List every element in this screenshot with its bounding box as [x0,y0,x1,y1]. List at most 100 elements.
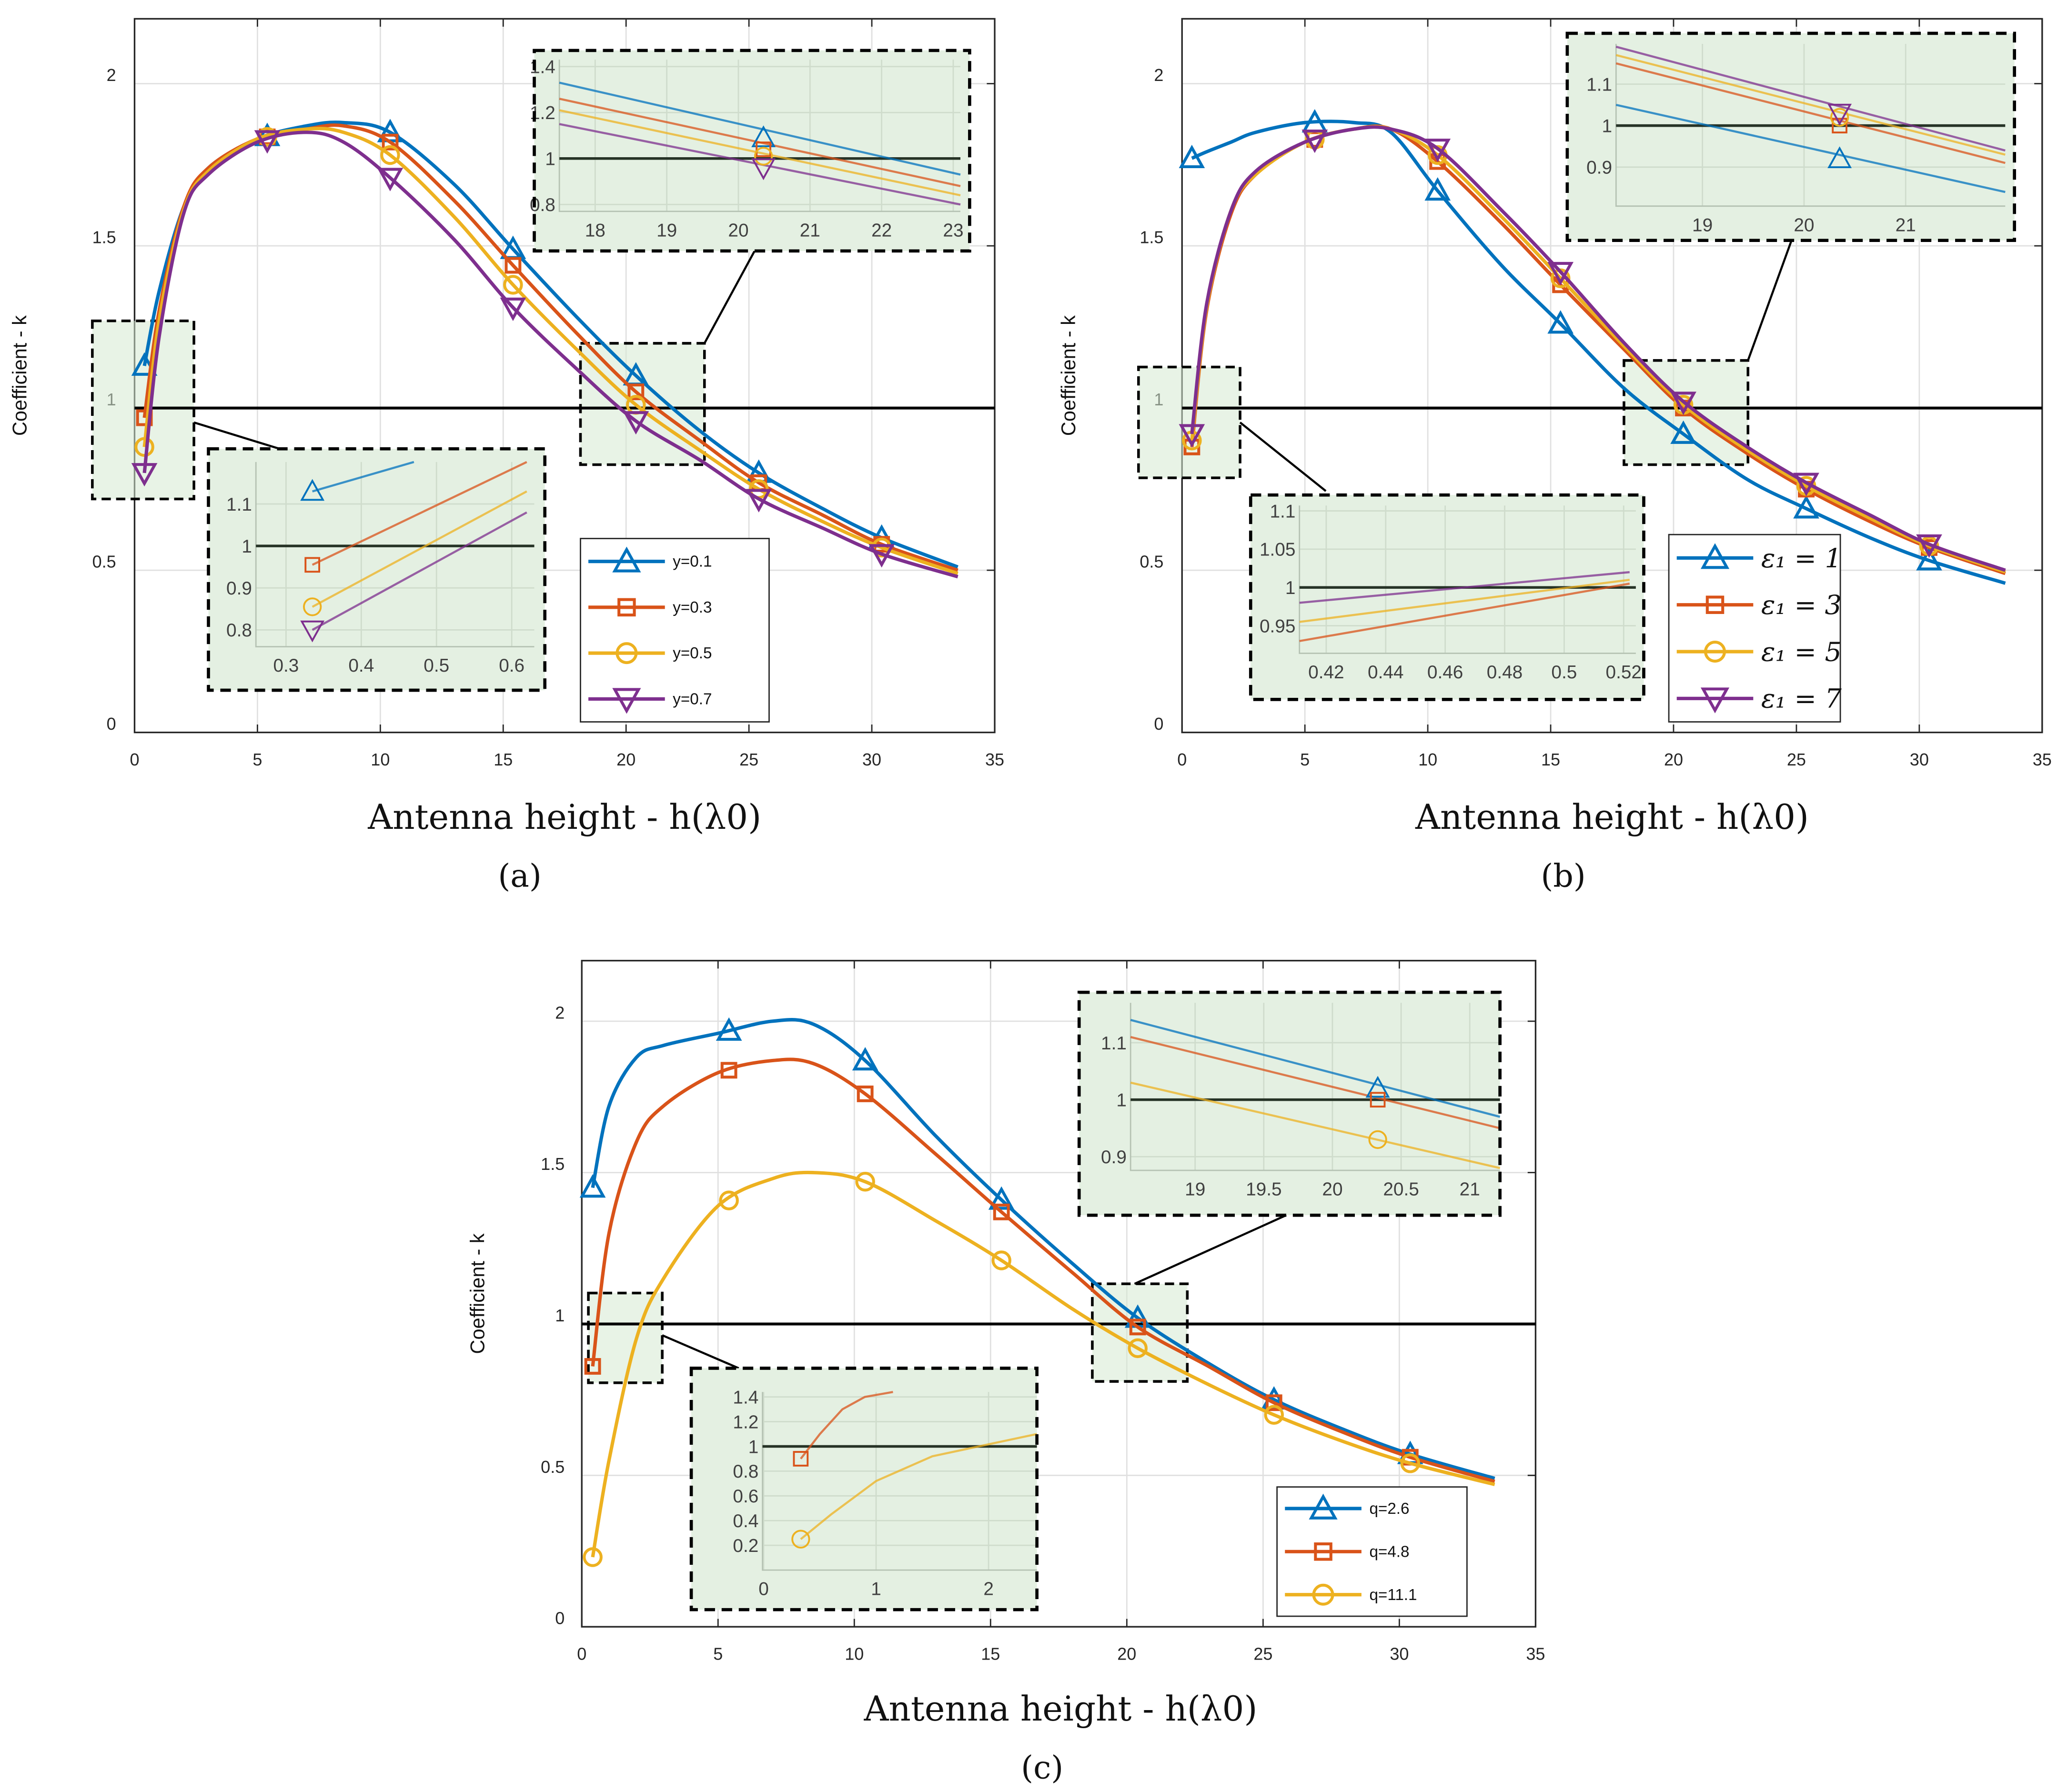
panel-b: 0510152025303500.511.521920210.911.10.42… [1057,18,2052,895]
inset-plot: 18 19 20 21 22 230.811.21.4 [530,49,971,253]
inset-series-line-3 [1299,578,1630,623]
inset-connector-line [662,1334,739,1369]
inset-axes [558,60,960,212]
inset-x-tick-label: 20.5 [1383,1179,1419,1200]
inset-x-tick-label: 22 [871,220,892,241]
inset-y-tick-label: 1 [1116,1090,1127,1111]
data-point-marker [1179,144,1205,169]
inset-y-tick-label: 1 [1602,116,1612,137]
legend-label: q=4.8 [1369,1543,1409,1560]
zoom-region [579,342,706,466]
data-point-marker [1793,495,1819,519]
x-tick-label: 10 [371,750,390,769]
data-point-marker [857,1085,874,1102]
inset-y-tick-label: 1 [242,536,252,557]
inset-y-tick-label: 0.8 [226,620,252,641]
inset-y-tick-label: 0.95 [1260,616,1295,636]
inset-y-tick-label: 1.4 [733,1387,758,1408]
x-tick-label: 10 [845,1644,864,1663]
panel-label: (b) [1541,857,1585,895]
inset-plot: 0.3 0.4 0.5 0.6 0.8 0.9 1 1.1 [207,447,547,692]
inset-series-line-4 [312,511,527,631]
inset-x-tick-label: 20 [1794,215,1814,235]
x-tick-label: 30 [1390,1644,1409,1663]
data-point-marker [627,383,645,401]
data-point-marker [720,1062,737,1079]
inset-data-point-marker [793,1451,809,1467]
data-point-marker [584,1358,601,1375]
y-tick-label: 2 [107,65,116,85]
data-point-marker [993,1203,1010,1220]
legend-marker [1704,641,1726,663]
inset-data-point-marker [303,597,322,616]
x-tick-label: 0 [577,1644,586,1663]
y-axis-label: Coefficient - k [8,315,30,436]
legend-marker [1705,595,1725,614]
x-tick-label: 25 [1253,1644,1272,1663]
inset-data-point-marker [300,479,325,501]
x-tick-label: 5 [1300,750,1310,769]
inset-axes [1130,1003,1500,1171]
y-tick-label: 2 [1154,65,1163,85]
data-point-marker [1547,310,1574,334]
inset-border [533,49,971,253]
y-tick-label: 0.5 [1140,552,1163,572]
y-tick-label: 0 [555,1609,565,1628]
data-point-marker [1424,177,1451,201]
inset-plot: 0 1 2 0.2 0.4 0.6 0.8 1 1.2 1.4 [689,1367,1039,1611]
inset-background [1567,33,2015,241]
x-tick-label: 0 [130,750,139,769]
inset-border [689,1367,1039,1611]
inset-connector-line [1239,422,1327,492]
inset-data-point-marker [300,620,325,643]
data-point-marker [719,1190,739,1210]
panel-label: (c) [1021,1749,1063,1786]
inset-data-point-marker [1830,108,1849,127]
data-point-marker [254,130,281,154]
x-tick-label: 35 [1526,1644,1545,1663]
inset-x-tick-label: 0.4 [348,655,374,676]
inset-x-tick-label: 0.48 [1487,662,1523,683]
data-point-marker [852,1047,878,1071]
inset-series-line-4 [1615,46,2006,152]
inset-plot: 19 19.5 20 20.5 21 0.9 1 1.1 [1077,990,1502,1217]
inset-x-tick-label: 23 [943,220,963,241]
inset-series-line-1 [312,461,414,493]
data-point-marker [500,297,526,321]
data-point-marker [380,145,400,165]
legend-label: y=0.1 [673,553,712,571]
inset-plot: 0.42 0.44 0.46 0.48 0.5 0.52 0.95 1 1.05 1.1 [1249,493,1645,701]
x-tick-label: 20 [1664,750,1683,769]
data-point-marker [1670,392,1696,415]
x-tick-label: 15 [981,1644,1000,1663]
data-point-marker [1265,1394,1282,1411]
inset-background [1251,495,1644,700]
inset-y-tick-label: 0.6 [733,1486,758,1507]
legend: q=2.6 q=4.8 q=11.1 [1276,1486,1468,1617]
inset-y-tick-label: 0.2 [733,1536,758,1556]
inset-x-tick-label: 20 [1322,1179,1342,1200]
x-tick-label: 5 [252,750,262,769]
inset-axes [1299,505,1636,654]
inset-x-tick-label: 19 [656,220,677,241]
data-point-marker [131,463,158,487]
x-tick-label: 35 [2033,750,2052,769]
inset-axes [762,1392,1037,1571]
legend-marker [1312,1583,1334,1606]
x-tick-label: 30 [1910,750,1929,769]
inset-series-line-1 [1615,103,2006,193]
legend-marker [1314,1542,1332,1561]
inset-y-tick-label: 0.4 [733,1511,758,1531]
inset-data-point-marker [1832,118,1847,134]
data-point-marker [1547,262,1574,286]
series-line-1 [1191,120,2006,585]
data-point-marker [1670,420,1696,444]
data-point-marker [504,257,522,274]
inset-y-tick-label: 0.9 [1101,1147,1127,1168]
inset-x-tick-label: 0.44 [1368,662,1403,683]
inset-data-point-marker [1365,1076,1390,1098]
series-line-1 [591,1018,1495,1480]
inset-x-tick-label: 0.5 [424,655,449,676]
legend-label: ε₁ = 3 [1761,590,1842,621]
